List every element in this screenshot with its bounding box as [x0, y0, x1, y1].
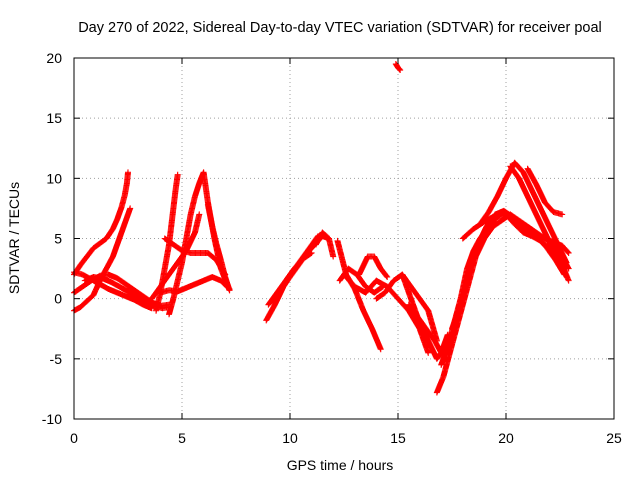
series-marks [269, 233, 332, 305]
series-marks [312, 229, 337, 260]
data-points [71, 61, 572, 396]
y-axis-label: SDTVAR / TECUs [6, 182, 22, 294]
series-marks [204, 201, 233, 294]
y-tick-label: -5 [50, 351, 63, 367]
x-tick-label: 20 [498, 430, 514, 446]
series-arc-2f [204, 201, 233, 294]
series-arc-6f [507, 163, 572, 284]
x-axis-label: GPS time / hours [287, 457, 394, 473]
y-tick-label: 10 [46, 170, 62, 186]
series-arc-4d [356, 253, 391, 281]
series-arc-6g [524, 165, 566, 218]
y-tick-label: -10 [42, 411, 62, 427]
series-arc-2d [157, 274, 233, 296]
series-arc-3d [312, 229, 337, 260]
x-axis-ticks: 0 5 10 15 20 25 [70, 58, 622, 446]
grid-lines [74, 58, 614, 419]
series-marks [392, 61, 404, 74]
series-marks [524, 165, 566, 218]
y-axis-ticks: -10 -5 0 5 10 15 20 [42, 50, 614, 427]
y-tick-label: 0 [54, 291, 62, 307]
series-arc-3c [269, 233, 332, 305]
series-marks [438, 211, 570, 368]
x-tick-label: 10 [282, 430, 298, 446]
series-marks [433, 211, 572, 396]
series-marks [157, 274, 233, 296]
x-tick-label: 25 [606, 430, 622, 446]
series-arc-6b [438, 211, 570, 368]
chart-title: Day 270 of 2022, Sidereal Day-to-day VTE… [78, 20, 602, 36]
y-tick-label: 5 [54, 231, 62, 247]
series-marks [356, 253, 391, 281]
series-outlier [392, 61, 404, 74]
series-marks [507, 163, 572, 284]
x-tick-label: 5 [178, 430, 186, 446]
x-tick-label: 0 [70, 430, 78, 446]
series-marks [334, 237, 384, 353]
series-marks [405, 301, 451, 356]
y-tick-label: 15 [46, 110, 62, 126]
x-tick-label: 15 [390, 430, 406, 446]
series-arc-4a [334, 237, 384, 353]
y-tick-label: 20 [46, 50, 62, 66]
series-arc-5b [405, 301, 451, 356]
series-arc-6a [433, 211, 572, 396]
